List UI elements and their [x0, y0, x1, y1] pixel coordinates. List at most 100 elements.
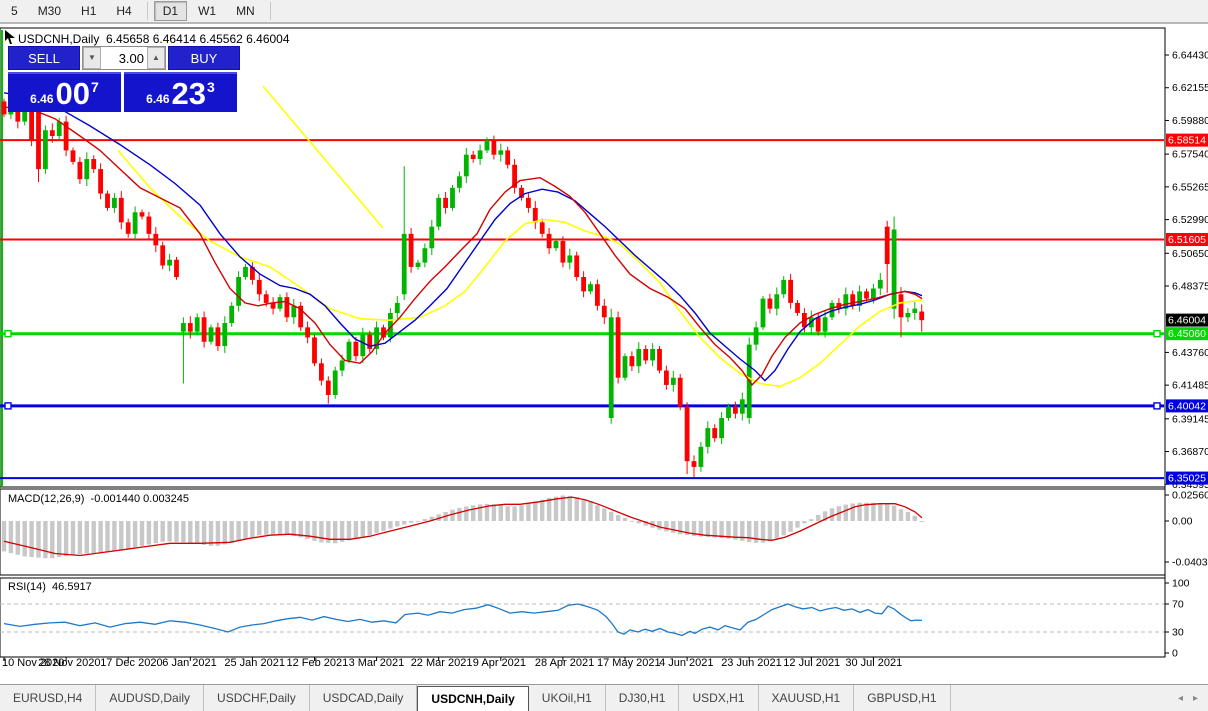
svg-text:6.52990: 6.52990 [1172, 214, 1208, 226]
svg-text:6.62155: 6.62155 [1172, 82, 1208, 94]
tab-dj30[interactable]: DJ30,H1 [606, 685, 680, 711]
timeframe-button-m30[interactable]: M30 [37, 4, 62, 18]
tab-ukoil[interactable]: UKOil,H1 [529, 685, 606, 711]
svg-text:-0.040386: -0.040386 [1172, 556, 1208, 568]
yellow-trendline [262, 85, 384, 229]
buy-price-pip: 3 [207, 79, 215, 95]
svg-text:9 Apr 2021: 9 Apr 2021 [473, 657, 526, 669]
price-axis[interactable]: 6.64430 6.62155 6.59880 6.57540 6.55265 6.529… [1164, 28, 1208, 660]
svg-text:0.00: 0.00 [1172, 516, 1193, 528]
chart-ohlc-readout: 6.45658 6.46414 6.45562 6.46004 [106, 32, 290, 46]
svg-text:6.40042: 6.40042 [1168, 400, 1206, 412]
sell-price-big: 00 [55, 76, 91, 111]
buy-price-base: 6.46 [146, 92, 170, 106]
volume-increment-button[interactable]: ▲ [147, 47, 165, 69]
svg-text:70: 70 [1172, 599, 1184, 611]
svg-text:6.51605: 6.51605 [1168, 234, 1206, 246]
level-badge-6.45060: 6.45060 [1166, 327, 1208, 341]
buy-button[interactable]: BUY [168, 46, 240, 70]
chart-title: USDCNH,Daily 6.45658 6.46414 6.45562 6.4… [18, 32, 290, 46]
tab-audusd[interactable]: AUDUSD,Daily [96, 685, 205, 711]
svg-text:28 Apr 2021: 28 Apr 2021 [535, 657, 594, 669]
svg-text:6.36870: 6.36870 [1172, 446, 1208, 458]
timeframe-button-h1[interactable]: H1 [81, 4, 97, 18]
svg-text:6.59880: 6.59880 [1172, 115, 1208, 127]
svg-text:6.57540: 6.57540 [1172, 149, 1208, 161]
timeframe-button-w1[interactable]: W1 [198, 4, 217, 18]
rsi-name: RSI(14) [8, 581, 46, 593]
svg-text:6 Jan 2021: 6 Jan 2021 [162, 657, 216, 669]
ma-fast-red [3, 106, 923, 386]
svg-text:6.41485: 6.41485 [1172, 380, 1208, 392]
sell-price-base: 6.46 [30, 92, 54, 106]
svg-text:100: 100 [1172, 578, 1190, 590]
rsi-line [3, 603, 923, 637]
rsi-pane [0, 603, 1165, 637]
chart-area[interactable]: 6.64430 6.62155 6.59880 6.57540 6.55265 6.529… [0, 26, 1208, 682]
svg-text:25 Jan 2021: 25 Jan 2021 [224, 657, 285, 669]
level-handle[interactable] [4, 402, 12, 410]
one-click-trade-panel: SELL ▼ ▲ BUY 6.46 00 7 6.46 23 3 [8, 46, 240, 112]
timeframe-button-5[interactable]: 5 [11, 4, 18, 18]
svg-text:6.48375: 6.48375 [1172, 280, 1208, 292]
svg-text:12 Feb 2021: 12 Feb 2021 [287, 657, 349, 669]
svg-text:6.50650: 6.50650 [1172, 248, 1208, 260]
sell-price-quote[interactable]: 6.46 00 7 [8, 72, 121, 112]
ma-mid-blue [3, 92, 923, 382]
macd-name: MACD(12,26,9) [8, 493, 85, 505]
tab-scroll-right-icon[interactable]: ▸ [1192, 692, 1198, 704]
svg-text:6.43760: 6.43760 [1172, 347, 1208, 359]
svg-text:4 Jun 2021: 4 Jun 2021 [659, 657, 713, 669]
macd-indicator-label: MACD(12,26,9) -0.001440 0.003245 [8, 493, 189, 505]
tab-eurusd[interactable]: EURUSD,H4 [0, 685, 97, 711]
tab-xauusd[interactable]: XAUUSD,H1 [759, 685, 855, 711]
level-handle[interactable] [1153, 329, 1161, 338]
timeframe-toolbar: 5 M30 H1 H4 D1 W1 MN [0, 0, 1208, 24]
level-handle[interactable] [1153, 402, 1161, 410]
tab-gbpusd[interactable]: GBPUSD,H1 [854, 685, 951, 711]
volume-decrement-button[interactable]: ▼ [83, 47, 101, 69]
svg-text:6.39145: 6.39145 [1172, 413, 1208, 425]
svg-text:6.64430: 6.64430 [1172, 50, 1208, 62]
level-handle[interactable] [4, 329, 12, 338]
timeframe-button-d1[interactable]: D1 [153, 1, 188, 21]
macd-signal-line [3, 496, 923, 557]
chart-canvas[interactable]: 6.64430 6.62155 6.59880 6.57540 6.55265 6.529… [0, 26, 1208, 682]
main-pane [0, 30, 1164, 487]
toolbar-separator [146, 2, 148, 20]
volume-stepper: ▼ ▲ [82, 46, 166, 70]
svg-text:6.55265: 6.55265 [1172, 181, 1208, 193]
volume-input[interactable] [101, 47, 147, 69]
level-badge-6.35025: 6.35025 [1166, 471, 1208, 485]
buy-price-quote[interactable]: 6.46 23 3 [124, 72, 237, 112]
macd-values: -0.001440 0.003245 [90, 493, 190, 505]
tab-scroll-left-icon[interactable]: ◂ [1177, 692, 1183, 704]
svg-text:0: 0 [1172, 648, 1178, 660]
tab-usdchf[interactable]: USDCHF,Daily [204, 685, 310, 711]
svg-text:6.58514: 6.58514 [1168, 135, 1206, 147]
tab-usdcad[interactable]: USDCAD,Daily [310, 685, 418, 711]
svg-text:17 Dec 2020: 17 Dec 2020 [100, 657, 162, 669]
level-badge-6.40042: 6.40042 [1166, 399, 1208, 413]
sell-button[interactable]: SELL [8, 46, 80, 70]
svg-text:10 Nov 2020: 10 Nov 2020 [2, 657, 64, 669]
rsi-value: 46.5917 [52, 581, 92, 593]
svg-text:30: 30 [1172, 627, 1184, 639]
tab-usdx[interactable]: USDX,H1 [679, 685, 759, 711]
macd-pane [1, 495, 924, 559]
svg-text:23 Jun 2021: 23 Jun 2021 [721, 657, 782, 669]
level-badge-6.58514: 6.58514 [1166, 133, 1208, 147]
symbol-tab-bar: EURUSD,H4 AUDUSD,Daily USDCHF,Daily USDCAD,… [0, 684, 1208, 711]
timeframe-button-mn[interactable]: MN [236, 4, 255, 18]
svg-text:17 May 2021: 17 May 2021 [597, 657, 661, 669]
svg-text:28 Nov 2020: 28 Nov 2020 [38, 657, 100, 669]
tab-usdcnh[interactable]: USDCNH,Daily [417, 686, 529, 711]
sell-price-pip: 7 [91, 79, 99, 95]
chart-frame [0, 27, 1166, 658]
svg-text:0.025609: 0.025609 [1172, 490, 1208, 502]
timeframe-button-h4[interactable]: H4 [116, 4, 132, 18]
tab-scroll-controls: ◂ ▸ [1178, 685, 1208, 711]
cursor-icon [5, 30, 15, 44]
ma-slow-yellow [117, 149, 923, 388]
